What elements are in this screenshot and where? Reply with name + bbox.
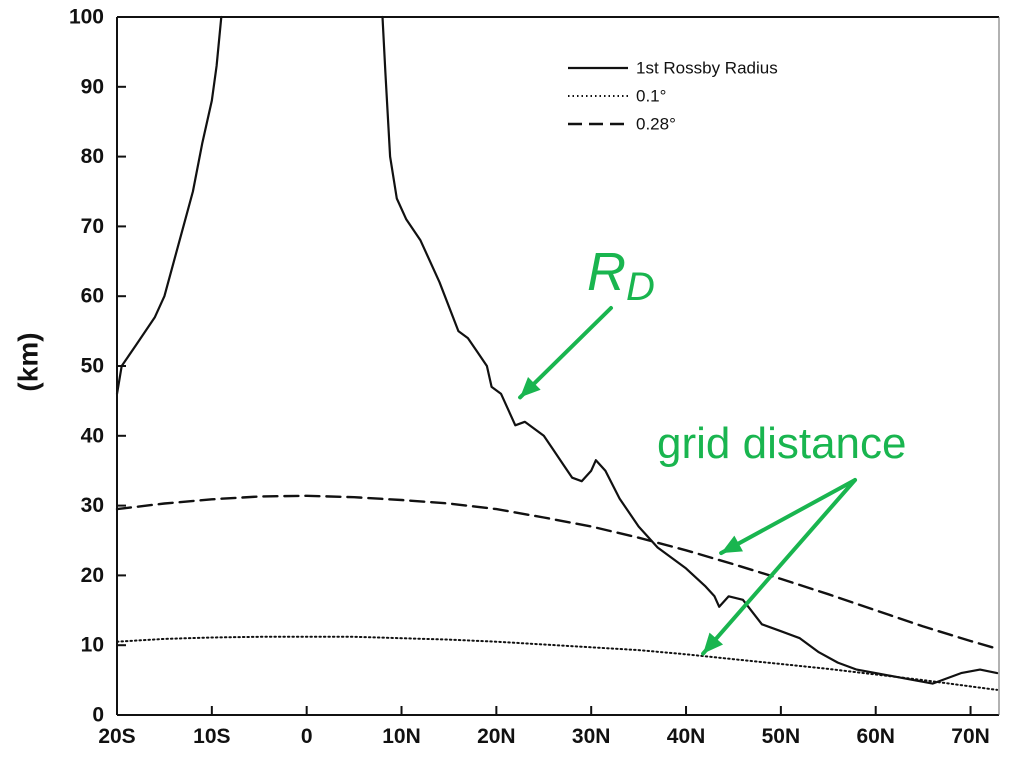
grid-distance-annotation-label: grid distance (657, 419, 906, 468)
y-tick-label: 100 (69, 6, 104, 29)
x-tick-label: 50N (762, 725, 801, 748)
x-tick-label: 20S (98, 725, 135, 748)
legend-label: 0.28° (636, 115, 676, 134)
series-line-solid (381, 15, 999, 685)
legend-label: 0.1° (636, 87, 666, 106)
rd-annotation-label: RD (587, 242, 655, 309)
grid-distance-arrow-dashed-head (721, 535, 743, 554)
x-tick-label: 60N (856, 725, 895, 748)
legend-label: 1st Rossby Radius (636, 59, 778, 78)
rd-arrow (518, 306, 613, 400)
x-tick-label: 70N (951, 725, 990, 748)
y-tick-label: 30 (81, 494, 104, 517)
x-tick-label: 30N (572, 725, 611, 748)
grid-distance-arrow-dotted-head (703, 632, 724, 654)
axes: 0 10 20 30 40 50 60 70 80 90 100 20S 10S 0 10N 20N 30N 40… (69, 6, 1000, 748)
annotations: RD grid distance (518, 242, 906, 656)
x-tick-label: 10S (193, 725, 230, 748)
series-line-dotted (116, 635, 999, 691)
x-tick-label: 0 (301, 725, 313, 748)
grid-distance-arrow-dotted (701, 478, 857, 656)
series-line-solid (115, 15, 223, 395)
y-axis-label: (km) (13, 332, 44, 391)
y-tick-label: 40 (81, 424, 104, 447)
y-tick-label: 0 (92, 704, 104, 727)
y-tick-label: 20 (81, 564, 104, 587)
series-line-dashed (115, 494, 999, 650)
rd-arrow-head (520, 376, 541, 398)
y-tick-label: 90 (81, 75, 104, 98)
y-tick-label: 50 (81, 355, 104, 378)
x-tick-label: 40N (667, 725, 706, 748)
y-tick-label: 60 (81, 285, 104, 308)
y-tick-label: 70 (81, 215, 104, 238)
grid-distance-arrow-dashed (719, 478, 857, 556)
x-tick-label: 10N (382, 725, 421, 748)
y-tick-label: 10 (81, 634, 104, 657)
rd-main-text: R (587, 242, 626, 302)
series-group (115, 15, 999, 691)
x-tick-label: 20N (477, 725, 516, 748)
rd-subscript-text: D (626, 265, 655, 309)
y-tick-label: 80 (81, 145, 104, 168)
legend: 1st Rossby Radius 0.1° 0.28° (568, 59, 778, 134)
